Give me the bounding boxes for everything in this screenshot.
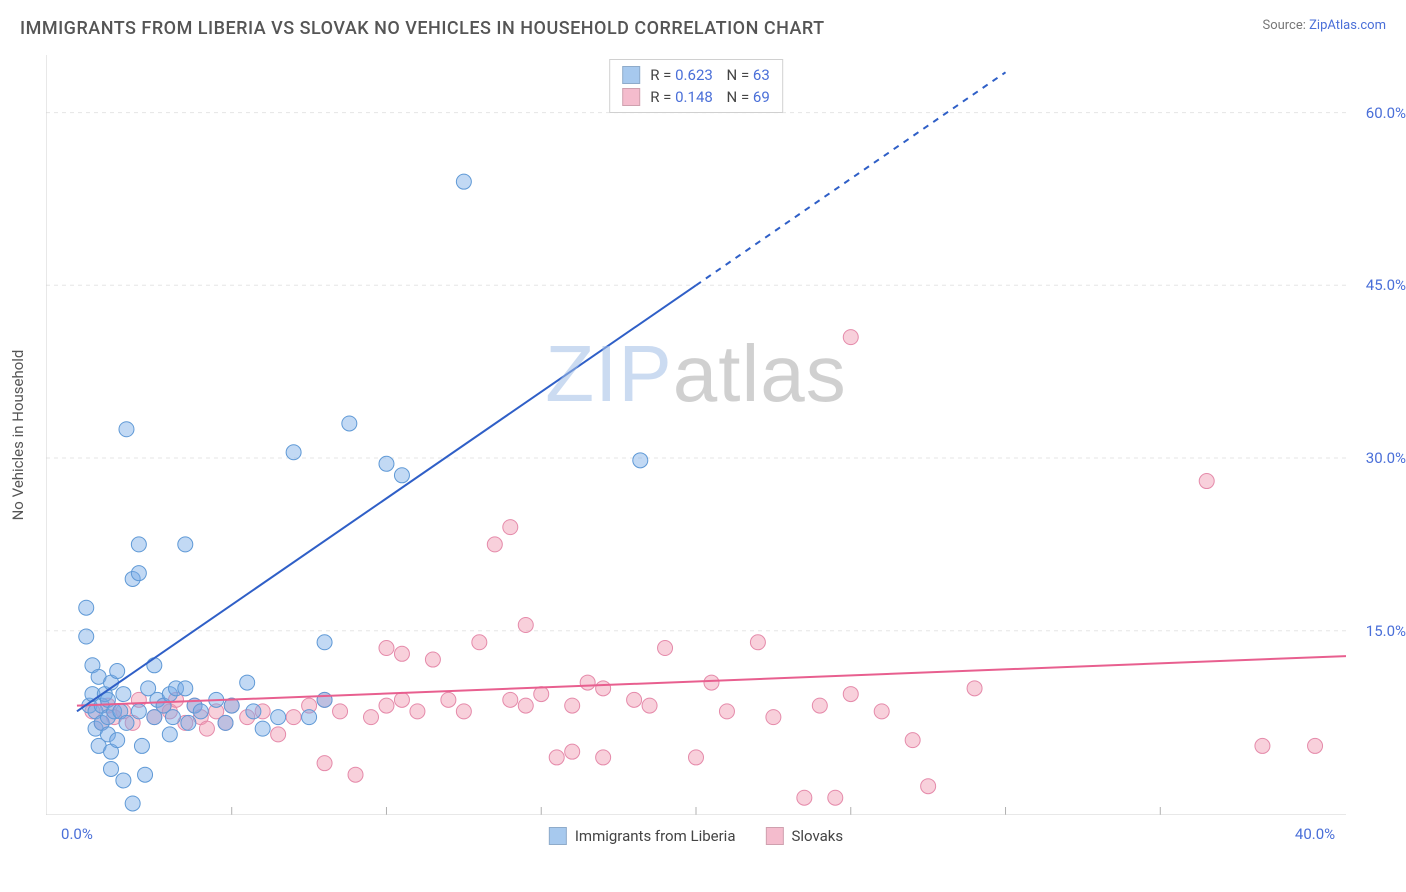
y-tick-label: 15.0% — [1366, 622, 1406, 640]
y-tick-label: 45.0% — [1366, 276, 1406, 294]
y-tick-label: 30.0% — [1366, 449, 1406, 467]
x-tick-label: 40.0% — [1295, 825, 1335, 843]
legend-item-slovaks: Slovaks — [765, 827, 843, 845]
chart-container: No Vehicles in Household ZIPatlas R = 0.… — [46, 55, 1346, 815]
source-attribution: Source: ZipAtlas.com — [1262, 18, 1386, 33]
scatter-plot — [46, 55, 1346, 815]
y-axis-label: No Vehicles in Household — [9, 350, 27, 521]
x-tick-label: 0.0% — [61, 825, 93, 843]
series-legend: Immigrants from Liberia Slovaks — [549, 827, 843, 845]
legend-swatch-liberia — [622, 66, 640, 84]
y-tick-label: 60.0% — [1366, 104, 1406, 122]
source-link[interactable]: ZipAtlas.com — [1309, 18, 1386, 33]
correlation-legend: R = 0.623 N = 63 R = 0.148 N = 69 — [609, 59, 783, 113]
legend-swatch-icon — [549, 827, 567, 845]
legend-row-slovaks: R = 0.148 N = 69 — [622, 86, 770, 108]
legend-item-liberia: Immigrants from Liberia — [549, 827, 736, 845]
legend-swatch-slovaks — [622, 88, 640, 106]
legend-swatch-icon — [765, 827, 783, 845]
page-title: IMMIGRANTS FROM LIBERIA VS SLOVAK NO VEH… — [20, 18, 825, 39]
legend-row-liberia: R = 0.623 N = 63 — [622, 64, 770, 86]
